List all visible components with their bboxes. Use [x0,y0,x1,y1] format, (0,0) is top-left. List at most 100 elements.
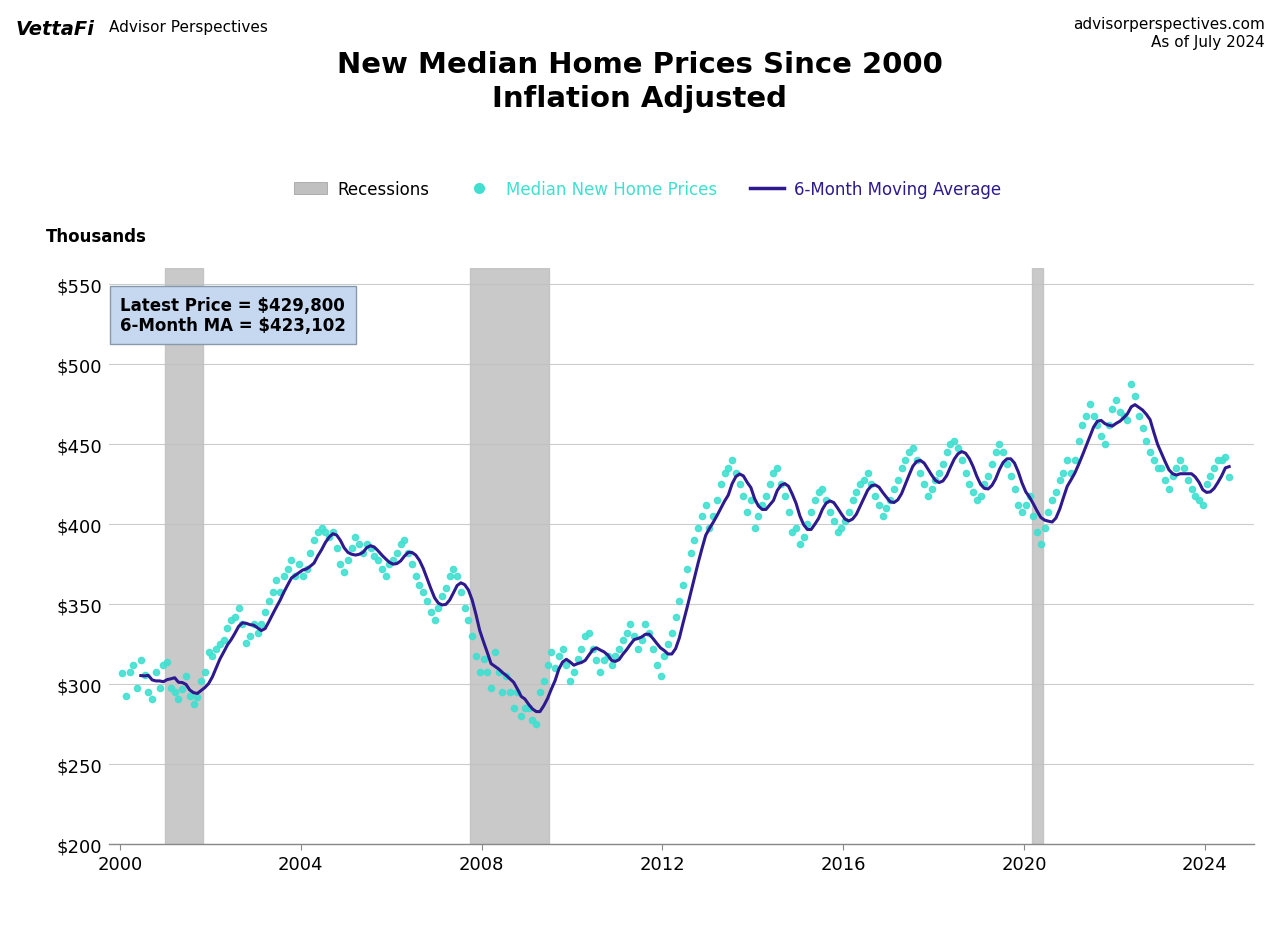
Point [387,547,407,561]
Point [1125,390,1146,405]
Point [1079,397,1100,412]
Point [605,649,626,664]
Point [763,466,783,481]
Point [262,585,283,599]
Point [1197,477,1217,492]
Point [1091,430,1111,445]
Point [127,680,147,695]
Point [503,702,524,716]
Point [303,534,324,548]
Point [175,669,196,684]
Point [854,472,874,487]
Point [1215,450,1235,465]
Point [658,638,678,652]
Point [206,642,227,657]
Point [142,691,163,706]
Point [639,626,659,641]
Point [1140,445,1161,460]
Point [749,509,769,524]
Point [282,552,302,567]
Point [797,518,818,533]
Text: Inflation Adjusted: Inflation Adjusted [493,85,787,113]
Point [424,613,444,628]
Point [635,616,655,631]
Point [507,685,527,700]
Point [963,485,983,500]
Point [1207,454,1228,469]
Point [353,547,374,561]
Point [563,664,584,679]
Point [1034,521,1055,535]
Point [522,713,543,728]
Point [755,489,776,504]
Point [1023,509,1043,524]
Point [1001,470,1021,484]
Point [718,461,739,476]
Point [1011,505,1032,520]
Point [251,616,271,631]
Point [195,664,215,679]
Point [330,558,351,573]
Point [751,498,772,513]
Point [617,626,637,641]
Point [986,445,1006,460]
Point [786,521,806,535]
Point [394,534,415,548]
Point [210,638,230,652]
Point [714,466,735,481]
Point [774,489,795,504]
Point [813,483,833,497]
Point [631,633,652,648]
Point [495,669,516,684]
Point [1098,419,1119,433]
Point [556,658,576,673]
Point [375,569,396,584]
Point [123,658,143,673]
Point [202,649,223,664]
Point [119,664,140,679]
Point [809,485,829,500]
Point [951,454,972,469]
Point [1069,434,1089,449]
Point [481,680,502,695]
Point [745,521,765,535]
Point [1185,489,1206,504]
Point [801,505,822,520]
Point [307,525,328,540]
Point [183,696,204,711]
Point [334,565,355,580]
Point [187,690,207,705]
Point [1061,466,1082,481]
Point [530,685,550,700]
Point [681,547,701,561]
Point [349,536,370,551]
Point [902,441,923,456]
Bar [165,269,202,844]
Point [654,649,675,664]
Point [417,594,438,609]
Point [402,558,422,573]
Point [1117,414,1138,429]
Point [1114,408,1134,423]
Point [247,626,268,641]
Point [1121,377,1142,392]
Point [398,547,419,561]
Point [462,629,483,644]
Point [289,558,310,573]
Point [470,664,490,679]
Point [1015,498,1036,513]
Point [974,477,995,492]
Point [941,437,961,452]
Point [367,552,388,567]
Point [733,489,754,504]
Point [677,562,698,577]
Point [413,585,434,599]
Point [1193,498,1213,513]
Point [627,642,648,657]
Text: New Median Home Prices Since 2000: New Median Home Prices Since 2000 [337,51,943,79]
Point [933,457,954,471]
Point [285,569,306,584]
Point [131,653,151,668]
Point [214,633,234,648]
Bar [1032,269,1043,844]
